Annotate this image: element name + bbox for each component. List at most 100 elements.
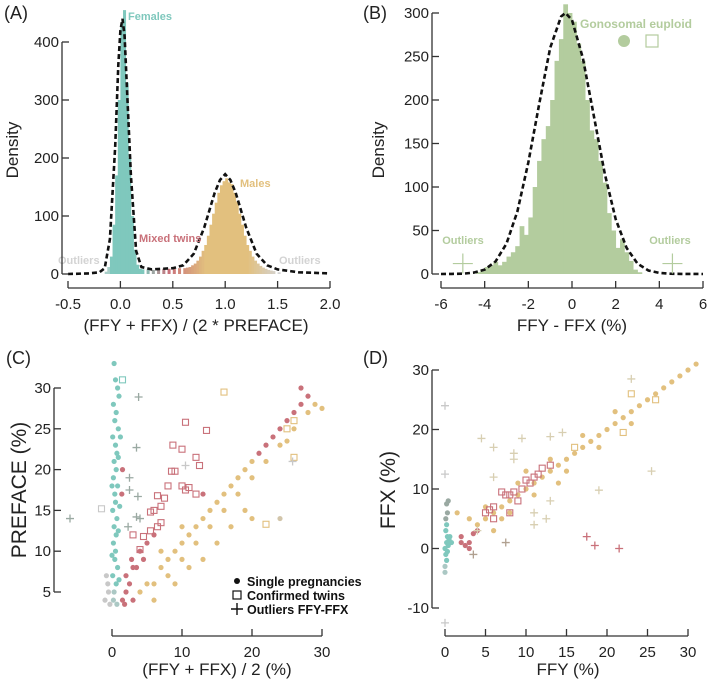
confirmed-twin-point <box>506 509 514 517</box>
single-pregnancy-point <box>114 515 120 522</box>
single-pregnancy-point <box>228 483 234 489</box>
single-pregnancy-point <box>110 540 116 546</box>
confirmed-twin-point <box>510 488 518 496</box>
histogram-bar <box>115 175 119 274</box>
histogram-bar <box>523 234 529 274</box>
single-pregnancy-point <box>653 391 659 397</box>
outlier-plus-point <box>66 514 74 523</box>
single-pregnancy-point <box>115 483 121 489</box>
outlier-plus-point <box>125 486 134 494</box>
single-pregnancy-point <box>580 444 586 450</box>
y-tick-label: 0 <box>51 266 59 283</box>
confirmed-twin-point <box>157 502 165 510</box>
outlier-plus-point <box>582 532 591 541</box>
confirmed-twin-point <box>502 491 510 499</box>
single-pregnancy-point <box>628 409 634 415</box>
histogram-bar <box>264 268 268 274</box>
single-pregnancy-point <box>507 510 513 516</box>
single-pregnancy-point <box>186 564 192 571</box>
confirmed-twin-point <box>526 479 534 487</box>
single-pregnancy-point <box>277 426 283 432</box>
histogram-bar <box>112 224 116 274</box>
y-tick-label: 10 <box>412 481 429 498</box>
single-pregnancy-point <box>443 528 449 534</box>
y-tick-label: 50 <box>412 223 429 240</box>
single-pregnancy-point <box>112 556 118 562</box>
histogram-bar <box>261 267 265 274</box>
histogram-bar <box>191 265 195 274</box>
annotation-mixed-twins: Mixed twins <box>139 233 201 245</box>
outlier-plus-point <box>134 392 143 401</box>
histogram-bar <box>222 181 226 274</box>
single-pregnancy-point <box>221 491 227 497</box>
confirmed-twin-point <box>514 497 522 505</box>
confirmed-twin-point <box>490 515 498 523</box>
single-pregnancy-point <box>110 597 116 603</box>
histogram-bar <box>537 160 542 274</box>
single-pregnancy-point <box>235 475 241 481</box>
x-tick-label: 0.0 <box>110 296 131 313</box>
outlier-plus-point <box>441 618 449 627</box>
y-tick-label: 30 <box>412 362 429 379</box>
single-pregnancy-point <box>249 458 255 465</box>
x-tick-label: 1.0 <box>215 296 236 313</box>
x-tick-label: 20 <box>599 644 616 661</box>
histogram-bar <box>196 260 200 274</box>
single-pregnancy-point <box>445 498 451 504</box>
confirmed-twin-point <box>146 527 155 535</box>
panel-a-label: (A) <box>4 3 28 23</box>
histogram-bar <box>167 268 171 274</box>
x-tick-label: 10 <box>518 644 535 661</box>
confirmed-twin-point <box>118 376 127 384</box>
panel-d-ylabel: FFX (%) <box>377 451 400 529</box>
outlier-plus-point <box>441 401 449 410</box>
histogram-bar <box>502 261 507 274</box>
single-pregnancy-point <box>458 534 464 540</box>
histogram-bar <box>109 256 113 274</box>
confirmed-twin-point <box>181 486 190 494</box>
x-tick-label: -6 <box>434 296 447 313</box>
histogram-bar <box>256 263 260 274</box>
single-pregnancy-point <box>444 510 451 516</box>
legend-confirmed-twins: Confirmed twins <box>247 589 345 603</box>
confirmed-twin-point <box>518 485 526 493</box>
single-pregnancy-point <box>144 540 150 546</box>
single-pregnancy-point <box>105 589 112 595</box>
outlier-plus-point <box>501 538 510 547</box>
annotation-females: Females <box>128 11 172 23</box>
single-pregnancy-point <box>172 548 178 554</box>
panel-a: (A) Females Males Mixed twins Outliers O… <box>3 3 340 335</box>
annotation-outliers-left: Outliers <box>442 235 484 247</box>
single-pregnancy-point <box>158 564 164 571</box>
histogram-bar <box>227 182 231 274</box>
outlier-plus-point <box>469 550 478 559</box>
histogram-bar <box>172 268 176 274</box>
single-pregnancy-point <box>105 581 111 587</box>
panel-b-xlabel: FFY - FFX (%) <box>517 316 627 335</box>
histogram-bar <box>206 235 210 274</box>
single-pregnancy-point <box>133 564 140 571</box>
single-pregnancy-point <box>115 426 121 432</box>
single-pregnancy-point <box>298 385 304 391</box>
y-tick-label: 0 <box>421 266 429 283</box>
annotation-outliers-left: Outliers <box>58 255 100 267</box>
histogram-bar <box>238 213 242 274</box>
histogram-bar <box>128 158 132 274</box>
y-tick-label: 200 <box>404 92 429 109</box>
histogram-bar <box>567 13 573 274</box>
single-pregnancy-point <box>112 548 119 554</box>
histogram-bar <box>585 100 590 274</box>
histogram-bar <box>136 264 140 274</box>
single-pregnancy-point <box>442 569 448 575</box>
single-pregnancy-point <box>110 507 116 513</box>
single-pregnancy-point <box>115 454 121 460</box>
histogram-bar <box>193 263 197 274</box>
legend-gonosomal-euploid: Gonosomal euploid <box>580 17 692 31</box>
single-pregnancy-point <box>572 450 578 456</box>
single-pregnancy-point <box>110 475 116 481</box>
single-pregnancy-point <box>165 573 171 579</box>
single-pregnancy-point <box>563 456 570 462</box>
histogram-bar <box>162 268 166 274</box>
panel-b-fit-curve <box>440 11 704 276</box>
annotation-males: Males <box>240 178 271 190</box>
